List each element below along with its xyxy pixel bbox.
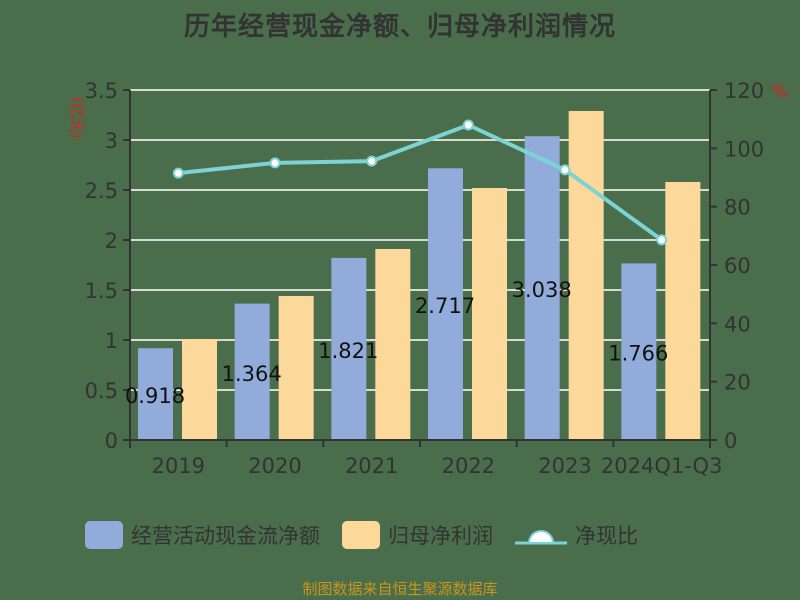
- data-label-cash-flow: 1.364: [222, 362, 282, 386]
- right-axis-tick-label: 20: [724, 371, 751, 395]
- left-axis-tick-label: 1: [105, 329, 118, 353]
- data-source-note: 制图数据来自恒生聚源数据库: [302, 580, 498, 598]
- ratio-point: [269, 157, 281, 169]
- bar-cash-flow: [234, 303, 270, 440]
- ratio-point: [462, 119, 474, 131]
- ratio-point: [172, 167, 184, 179]
- x-axis-label: 2023: [538, 454, 591, 478]
- x-axis-label: 2024Q1-Q3: [601, 454, 723, 478]
- bar-cash-flow: [138, 348, 173, 440]
- x-axis-label: 2022: [442, 454, 495, 478]
- legend-label: 净现比: [575, 524, 638, 548]
- right-axis-tick-label: 40: [724, 312, 751, 336]
- ratio-point: [656, 234, 668, 246]
- legend-item-ratio[interactable]: 净现比: [515, 520, 638, 550]
- bar-cash-flow: [428, 168, 463, 441]
- ratio-point: [366, 155, 378, 167]
- right-axis-tick-label: 80: [724, 196, 751, 220]
- right-axis-unit-label: %: [772, 82, 788, 102]
- x-axis-label: 2021: [345, 454, 398, 478]
- legend-item-net-profit[interactable]: 归母净利润: [342, 520, 493, 550]
- left-axis-tick-label: 2: [105, 229, 118, 253]
- legend-label: 归母净利润: [388, 524, 493, 548]
- bar-net-profit: [568, 111, 604, 440]
- x-axis-label: 2019: [152, 454, 205, 478]
- bar-cash-flow: [621, 263, 657, 440]
- bar-net-profit: [182, 339, 217, 440]
- legend: 经营活动现金流净额 归母净利润 净现比: [85, 518, 660, 552]
- bar-net-profit: [375, 249, 411, 440]
- data-label-cash-flow: 3.038: [512, 278, 572, 302]
- line-marker-icon: [515, 530, 567, 545]
- left-axis-tick-label: 2.5: [85, 179, 118, 203]
- data-label-cash-flow: 0.918: [125, 384, 185, 408]
- left-axis-tick-label: 0.5: [85, 379, 118, 403]
- bar-net-profit: [665, 182, 701, 440]
- data-label-cash-flow: 1.766: [608, 342, 668, 366]
- cash-flow-swatch-icon: [85, 521, 123, 549]
- left-axis-tick-label: 3.5: [85, 79, 118, 103]
- bar-cash-flow: [331, 257, 367, 440]
- data-label-cash-flow: 1.821: [318, 339, 378, 363]
- right-axis-tick-label: 120: [724, 79, 764, 103]
- legend-item-cash-flow[interactable]: 经营活动现金流净额: [85, 520, 320, 550]
- bar-net-profit: [278, 296, 314, 440]
- ratio-line: [178, 122, 663, 242]
- right-axis-tick-label: 100: [724, 137, 764, 161]
- left-axis-tick-label: 1.5: [85, 279, 118, 303]
- net-profit-swatch-icon: [342, 521, 380, 549]
- ratio-point: [559, 164, 571, 176]
- left-axis-tick-label: 3: [105, 129, 118, 153]
- right-axis-tick-label: 0: [724, 429, 737, 453]
- data-label-cash-flow: 2.717: [415, 294, 475, 318]
- bar-net-profit: [472, 188, 507, 440]
- chart-title: 历年经营现金净额、归母净利润情况: [183, 12, 616, 42]
- x-axis-label: 2020: [248, 454, 301, 478]
- legend-label: 经营活动现金流净额: [131, 524, 320, 548]
- bar-cash-flow: [524, 136, 560, 440]
- left-axis-unit-label: (亿元): [68, 97, 86, 139]
- left-axis-tick-label: 0: [105, 429, 118, 453]
- right-axis-tick-label: 60: [724, 254, 751, 278]
